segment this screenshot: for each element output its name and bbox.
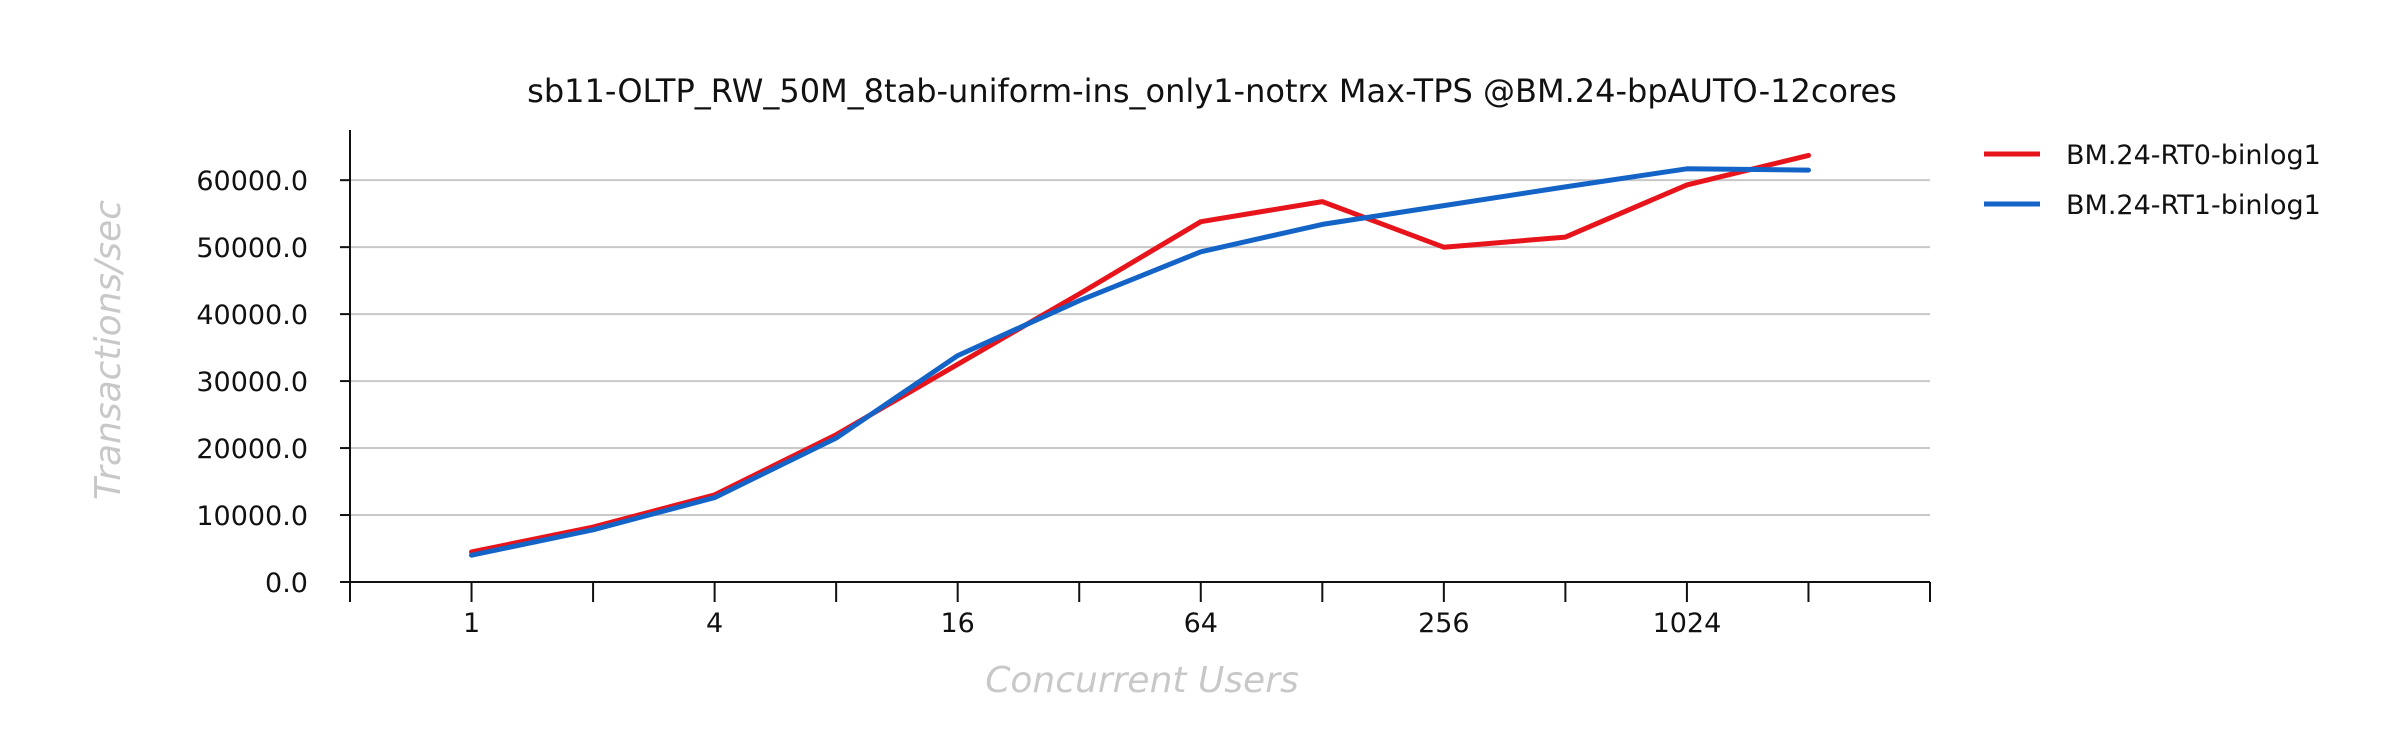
chart-title: sb11-OLTP_RW_50M_8tab-uniform-ins_only1-… bbox=[527, 72, 1897, 110]
y-tick-label: 10000.0 bbox=[196, 501, 308, 532]
legend: BM.24-RT0-binlog1 BM.24-RT1-binlog1 bbox=[1984, 140, 2321, 221]
y-tick-label: 20000.0 bbox=[196, 434, 308, 465]
y-axis-title: Transactions/sec bbox=[88, 200, 129, 500]
series-line-2 bbox=[469, 166, 1811, 558]
legend-label: BM.24-RT1-binlog1 bbox=[2066, 190, 2321, 221]
gridlines bbox=[350, 179, 1930, 517]
legend-label: BM.24-RT0-binlog1 bbox=[2066, 140, 2321, 171]
x-tick-label: 1024 bbox=[1653, 608, 1722, 639]
y-tick-label: 30000.0 bbox=[196, 367, 308, 398]
x-tick-label: 4 bbox=[706, 608, 723, 639]
y-tick-label: 60000.0 bbox=[196, 166, 308, 197]
x-tick-label: 256 bbox=[1418, 608, 1470, 639]
y-tick-label: 0.0 bbox=[265, 568, 308, 599]
x-tick-label: 16 bbox=[941, 608, 975, 639]
series-line-1 bbox=[469, 152, 1811, 555]
y-tick-label: 50000.0 bbox=[196, 233, 308, 264]
x-axis-title: Concurrent Users bbox=[985, 660, 1299, 701]
x-tick-label: 64 bbox=[1184, 608, 1218, 639]
x-tick-label: 1 bbox=[463, 608, 480, 639]
series-lines bbox=[469, 152, 1811, 558]
y-tick-label: 40000.0 bbox=[196, 300, 308, 331]
axes: 0.0 10000.0 20000.0 30000.0 40000.0 50000.0 60… bbox=[196, 130, 1931, 639]
